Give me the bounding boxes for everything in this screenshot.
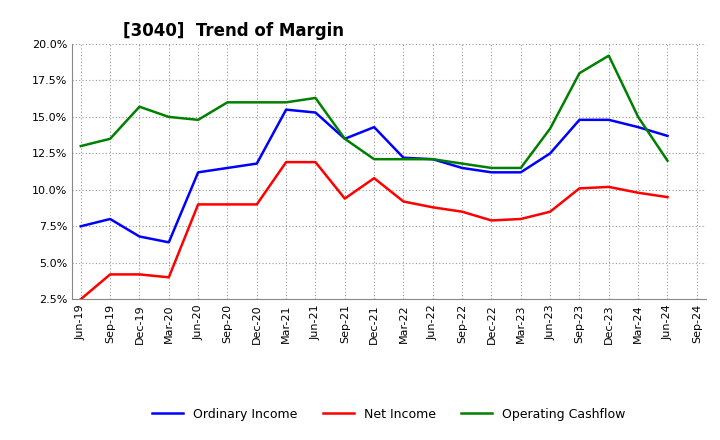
Ordinary Income — [575, 117, 584, 122]
Net Income — [341, 196, 349, 201]
Net Income — [458, 209, 467, 214]
Net Income — [663, 194, 672, 200]
Net Income — [399, 199, 408, 204]
Ordinary Income — [106, 216, 114, 222]
Net Income — [135, 272, 144, 277]
Net Income — [164, 275, 173, 280]
Net Income — [428, 205, 437, 210]
Operating Cashflow — [575, 70, 584, 76]
Line: Ordinary Income: Ordinary Income — [81, 110, 667, 242]
Ordinary Income — [663, 133, 672, 139]
Operating Cashflow — [135, 104, 144, 110]
Ordinary Income — [487, 170, 496, 175]
Ordinary Income — [458, 165, 467, 171]
Net Income — [634, 190, 642, 195]
Operating Cashflow — [223, 100, 232, 105]
Operating Cashflow — [663, 158, 672, 163]
Ordinary Income — [311, 110, 320, 115]
Net Income — [253, 202, 261, 207]
Net Income — [370, 176, 379, 181]
Operating Cashflow — [194, 117, 202, 122]
Net Income — [106, 272, 114, 277]
Operating Cashflow — [487, 165, 496, 171]
Net Income — [516, 216, 525, 222]
Ordinary Income — [253, 161, 261, 166]
Ordinary Income — [428, 157, 437, 162]
Net Income — [605, 184, 613, 190]
Net Income — [76, 297, 85, 302]
Ordinary Income — [399, 155, 408, 161]
Ordinary Income — [194, 170, 202, 175]
Operating Cashflow — [516, 165, 525, 171]
Text: [3040]  Trend of Margin: [3040] Trend of Margin — [122, 22, 343, 40]
Operating Cashflow — [370, 157, 379, 162]
Ordinary Income — [634, 125, 642, 130]
Line: Net Income: Net Income — [81, 162, 667, 299]
Operating Cashflow — [605, 53, 613, 59]
Operating Cashflow — [399, 157, 408, 162]
Net Income — [311, 159, 320, 165]
Net Income — [546, 209, 554, 214]
Net Income — [575, 186, 584, 191]
Operating Cashflow — [458, 161, 467, 166]
Ordinary Income — [135, 234, 144, 239]
Ordinary Income — [282, 107, 290, 112]
Net Income — [223, 202, 232, 207]
Line: Operating Cashflow: Operating Cashflow — [81, 56, 667, 168]
Operating Cashflow — [282, 100, 290, 105]
Ordinary Income — [76, 224, 85, 229]
Operating Cashflow — [253, 100, 261, 105]
Operating Cashflow — [634, 114, 642, 120]
Ordinary Income — [341, 136, 349, 141]
Operating Cashflow — [546, 126, 554, 131]
Legend: Ordinary Income, Net Income, Operating Cashflow: Ordinary Income, Net Income, Operating C… — [147, 403, 631, 425]
Operating Cashflow — [76, 143, 85, 149]
Ordinary Income — [164, 240, 173, 245]
Operating Cashflow — [106, 136, 114, 141]
Ordinary Income — [516, 170, 525, 175]
Ordinary Income — [546, 151, 554, 156]
Ordinary Income — [223, 165, 232, 171]
Operating Cashflow — [428, 157, 437, 162]
Net Income — [194, 202, 202, 207]
Net Income — [487, 218, 496, 223]
Operating Cashflow — [341, 136, 349, 141]
Operating Cashflow — [311, 95, 320, 101]
Net Income — [282, 159, 290, 165]
Ordinary Income — [605, 117, 613, 122]
Ordinary Income — [370, 125, 379, 130]
Operating Cashflow — [164, 114, 173, 120]
